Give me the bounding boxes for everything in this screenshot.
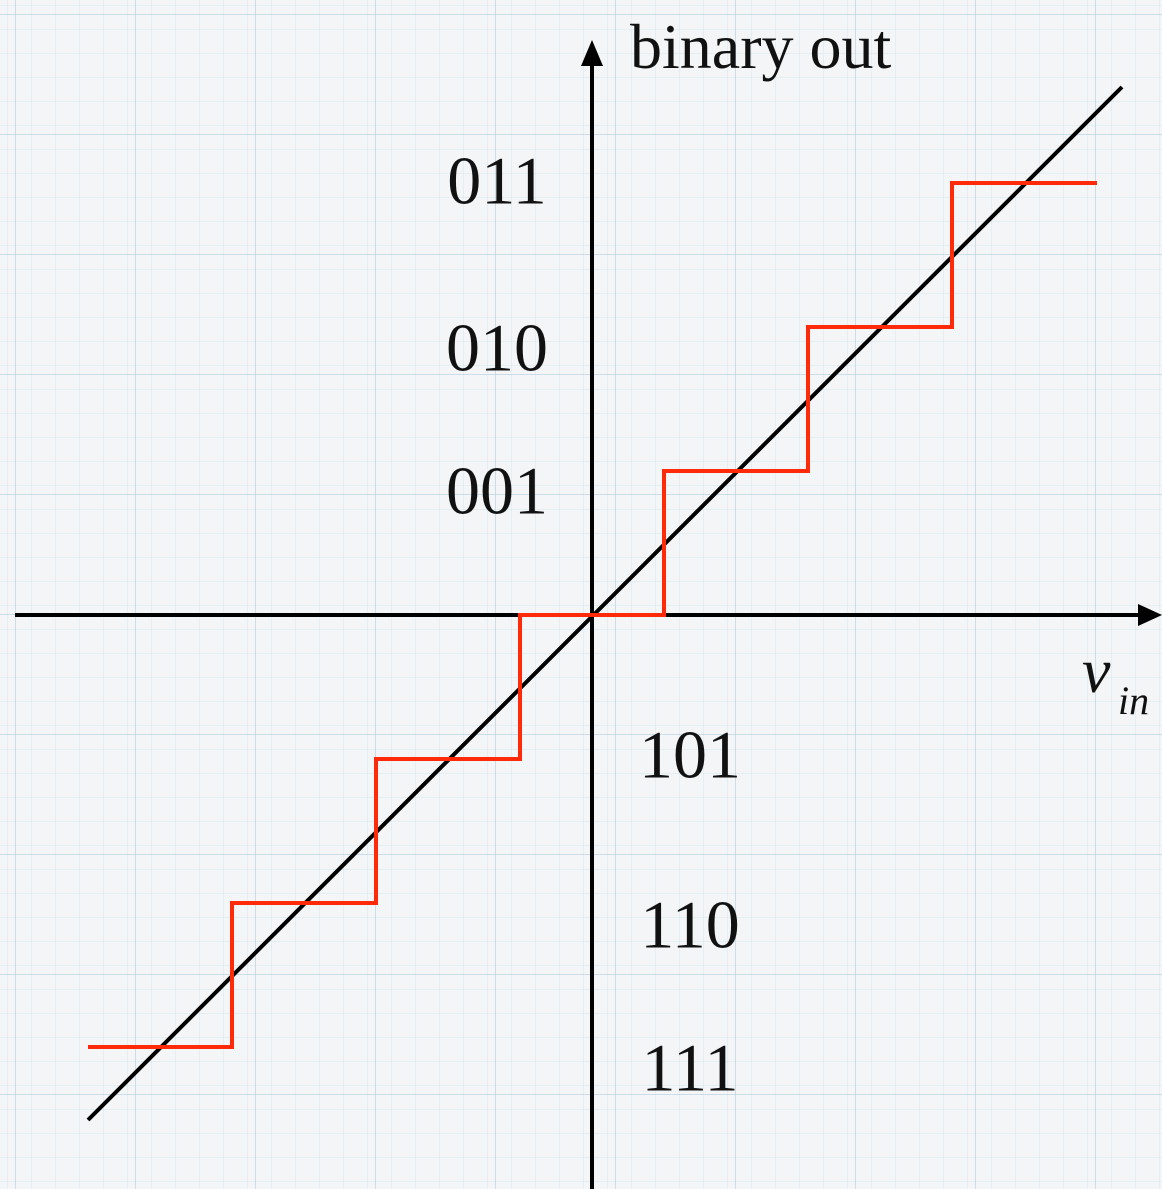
code-label: 010 bbox=[446, 310, 548, 386]
ideal-line bbox=[86, 85, 1124, 1122]
x-axis-subscript: in bbox=[1118, 678, 1149, 723]
y-axis-label: binary out bbox=[630, 11, 892, 82]
code-label: 001 bbox=[446, 453, 548, 529]
x-arrow bbox=[1138, 604, 1162, 626]
code-label: 111 bbox=[642, 1030, 739, 1106]
y-arrow bbox=[581, 40, 603, 66]
x-axis-label: v bbox=[1082, 635, 1111, 706]
code-label: 110 bbox=[640, 887, 739, 963]
code-label: 011 bbox=[447, 143, 546, 219]
quantizer-staircase bbox=[88, 181, 1097, 1049]
code-label: 101 bbox=[639, 717, 741, 793]
